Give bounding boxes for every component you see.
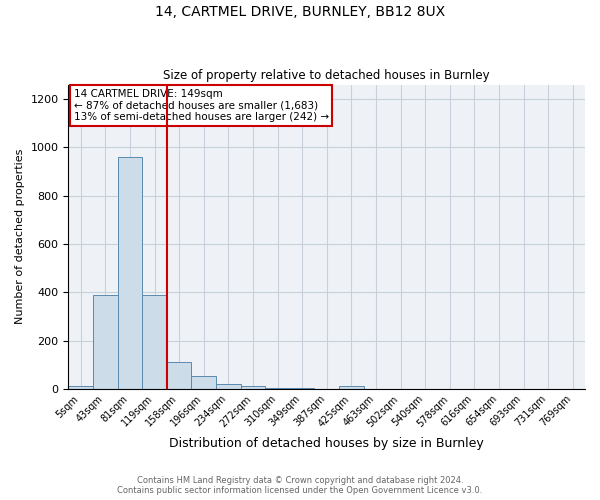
Y-axis label: Number of detached properties: Number of detached properties bbox=[15, 149, 25, 324]
Text: 14 CARTMEL DRIVE: 149sqm
← 87% of detached houses are smaller (1,683)
13% of sem: 14 CARTMEL DRIVE: 149sqm ← 87% of detach… bbox=[74, 89, 329, 122]
Bar bbox=[142, 294, 167, 389]
Bar bbox=[216, 384, 241, 389]
Bar bbox=[339, 386, 364, 389]
Bar bbox=[265, 388, 290, 389]
Title: Size of property relative to detached houses in Burnley: Size of property relative to detached ho… bbox=[163, 69, 490, 82]
Bar bbox=[93, 294, 118, 389]
Bar bbox=[68, 386, 93, 389]
Bar bbox=[118, 157, 142, 389]
Bar bbox=[241, 386, 265, 389]
Bar bbox=[290, 388, 314, 389]
Bar bbox=[167, 362, 191, 389]
Bar bbox=[191, 376, 216, 389]
X-axis label: Distribution of detached houses by size in Burnley: Distribution of detached houses by size … bbox=[169, 437, 484, 450]
Text: 14, CARTMEL DRIVE, BURNLEY, BB12 8UX: 14, CARTMEL DRIVE, BURNLEY, BB12 8UX bbox=[155, 5, 445, 19]
Text: Contains HM Land Registry data © Crown copyright and database right 2024.
Contai: Contains HM Land Registry data © Crown c… bbox=[118, 476, 482, 495]
